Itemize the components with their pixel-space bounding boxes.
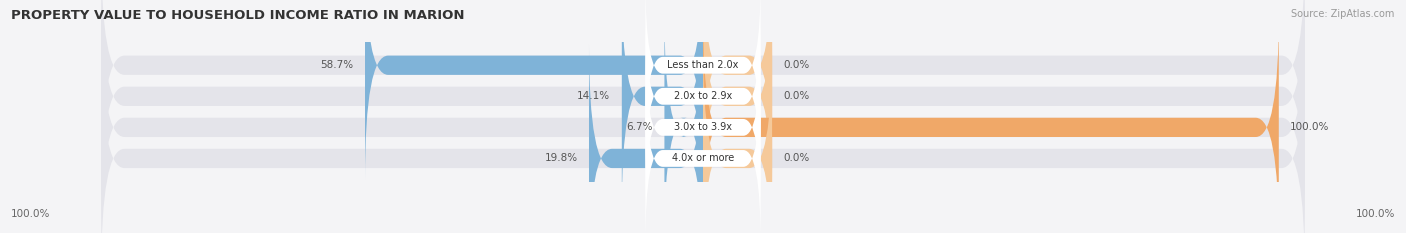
FancyBboxPatch shape xyxy=(101,13,1305,233)
Text: 100.0%: 100.0% xyxy=(11,209,51,219)
FancyBboxPatch shape xyxy=(645,0,761,150)
FancyBboxPatch shape xyxy=(703,44,772,233)
Text: PROPERTY VALUE TO HOUSEHOLD INCOME RATIO IN MARION: PROPERTY VALUE TO HOUSEHOLD INCOME RATIO… xyxy=(11,9,465,22)
Text: 58.7%: 58.7% xyxy=(321,60,353,70)
Text: 14.1%: 14.1% xyxy=(578,91,610,101)
Text: 100.0%: 100.0% xyxy=(1291,122,1330,132)
Text: Source: ZipAtlas.com: Source: ZipAtlas.com xyxy=(1291,9,1395,19)
FancyBboxPatch shape xyxy=(703,0,772,180)
FancyBboxPatch shape xyxy=(589,44,703,233)
FancyBboxPatch shape xyxy=(703,13,1279,233)
FancyBboxPatch shape xyxy=(645,74,761,233)
FancyBboxPatch shape xyxy=(101,0,1305,180)
FancyBboxPatch shape xyxy=(621,0,703,211)
FancyBboxPatch shape xyxy=(645,43,761,212)
FancyBboxPatch shape xyxy=(665,13,703,233)
FancyBboxPatch shape xyxy=(645,11,761,181)
FancyBboxPatch shape xyxy=(101,0,1305,211)
Text: 4.0x or more: 4.0x or more xyxy=(672,154,734,163)
Text: 2.0x to 2.9x: 2.0x to 2.9x xyxy=(673,91,733,101)
FancyBboxPatch shape xyxy=(101,44,1305,233)
FancyBboxPatch shape xyxy=(703,0,772,211)
Text: 0.0%: 0.0% xyxy=(783,60,810,70)
Text: 3.0x to 3.9x: 3.0x to 3.9x xyxy=(673,122,733,132)
Text: 6.7%: 6.7% xyxy=(627,122,652,132)
FancyBboxPatch shape xyxy=(366,0,703,180)
Text: 0.0%: 0.0% xyxy=(783,154,810,163)
Text: 0.0%: 0.0% xyxy=(783,91,810,101)
Text: Less than 2.0x: Less than 2.0x xyxy=(668,60,738,70)
Text: 19.8%: 19.8% xyxy=(544,154,578,163)
Text: 100.0%: 100.0% xyxy=(1355,209,1395,219)
